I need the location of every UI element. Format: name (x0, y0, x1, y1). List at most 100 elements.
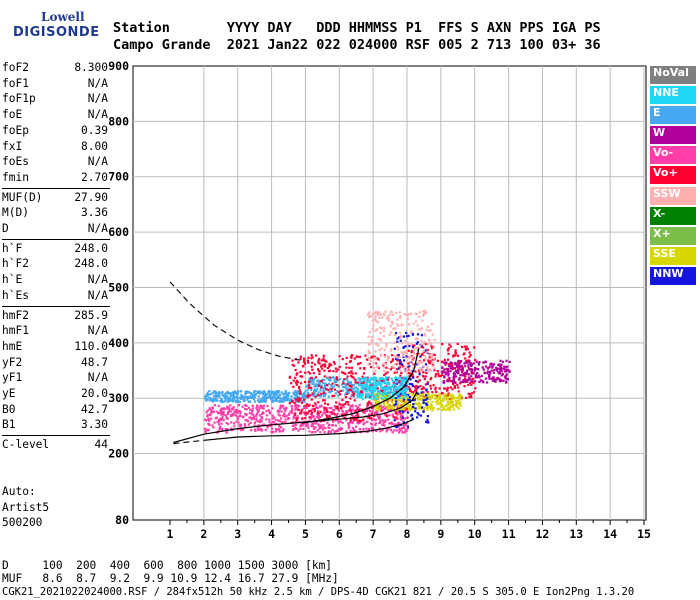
echo-point (294, 368, 297, 372)
param-name: D (2, 222, 9, 235)
echo-point (359, 408, 362, 411)
echo-point (319, 380, 322, 383)
echo-point (353, 410, 356, 413)
echo-point (395, 363, 398, 366)
echo-point (327, 370, 331, 373)
echo-point (366, 396, 369, 399)
param-row: h`F 248.0 (2, 241, 110, 257)
echo-point (379, 353, 382, 356)
echo-point (396, 413, 399, 416)
echo-point (297, 417, 300, 420)
echo-point (224, 428, 227, 431)
echo-point (429, 407, 432, 411)
echo-point (356, 421, 359, 424)
echo-point (211, 424, 214, 427)
echo-point (374, 387, 378, 390)
echo-point (284, 421, 287, 424)
echo-point (408, 388, 411, 391)
echo-point (416, 337, 419, 341)
echo-point (449, 386, 452, 389)
echo-point (491, 363, 495, 366)
echo-point (408, 372, 412, 375)
echo-point (397, 392, 400, 395)
echo-point (470, 375, 473, 378)
echo-point (292, 415, 295, 418)
echo-point (378, 316, 381, 319)
echo-point (390, 421, 393, 424)
echo-point (209, 407, 212, 410)
echo-point (252, 417, 255, 420)
echo-point (353, 392, 356, 396)
echo-point (397, 411, 400, 414)
echo-point (419, 328, 422, 331)
echo-point (426, 418, 429, 421)
echo-point (447, 358, 450, 361)
echo-point (430, 343, 433, 346)
legend-item-x-: X+ (650, 226, 696, 245)
echo-point (450, 399, 453, 402)
echo-point (470, 395, 473, 398)
echo-point (389, 386, 392, 389)
echo-point (465, 345, 468, 348)
x-tick-label: 1 (167, 527, 174, 541)
echo-point (426, 397, 429, 400)
echo-point (296, 381, 300, 384)
echo-point (324, 383, 327, 386)
echo-point (299, 375, 302, 378)
echo-point (255, 414, 258, 417)
echo-point (447, 407, 450, 410)
echo-point (463, 380, 466, 383)
echo-point (385, 430, 388, 433)
echo-point (357, 395, 360, 398)
echo-point (458, 367, 461, 370)
echo-point (418, 315, 421, 318)
echo-point (278, 430, 281, 433)
echo-point (252, 413, 255, 416)
echo-point (396, 340, 399, 343)
echo-point (364, 354, 367, 357)
echo-point (501, 373, 504, 376)
echo-point (408, 344, 411, 348)
echo-point (391, 379, 394, 383)
param-separator (2, 187, 110, 189)
echo-point (431, 352, 434, 356)
echo-point (454, 399, 457, 402)
echo-point (419, 360, 423, 363)
echo-point (457, 369, 460, 372)
echo-point (356, 419, 359, 422)
echo-point (317, 369, 321, 373)
echo-point (300, 411, 303, 414)
echo-point (376, 401, 379, 404)
echo-point (495, 369, 499, 372)
echo-point (456, 366, 459, 369)
echo-point (387, 409, 390, 412)
echo-point (310, 398, 313, 401)
echo-point (353, 399, 356, 402)
echo-point (459, 404, 462, 407)
echo-point (364, 392, 367, 395)
echo-point (268, 421, 271, 424)
echo-point (425, 396, 428, 399)
echo-point (415, 394, 418, 397)
echo-point (399, 415, 403, 418)
echo-point (235, 395, 239, 398)
echo-point (216, 399, 219, 402)
echo-point (363, 411, 366, 415)
echo-point (457, 399, 460, 402)
echo-point (468, 376, 471, 379)
echo-point (280, 391, 283, 394)
echo-point (301, 396, 304, 399)
echo-point (384, 379, 387, 382)
echo-point (373, 387, 376, 390)
echo-point (457, 386, 460, 389)
echo-point (335, 401, 338, 404)
echo-point (491, 365, 494, 368)
echo-point (279, 426, 283, 429)
echo-point (255, 419, 258, 422)
echo-point (412, 351, 415, 354)
echo-point (215, 416, 218, 419)
echo-point (259, 392, 262, 395)
echo-point (395, 376, 398, 379)
echo-point (331, 387, 334, 390)
echo-point (407, 407, 411, 410)
